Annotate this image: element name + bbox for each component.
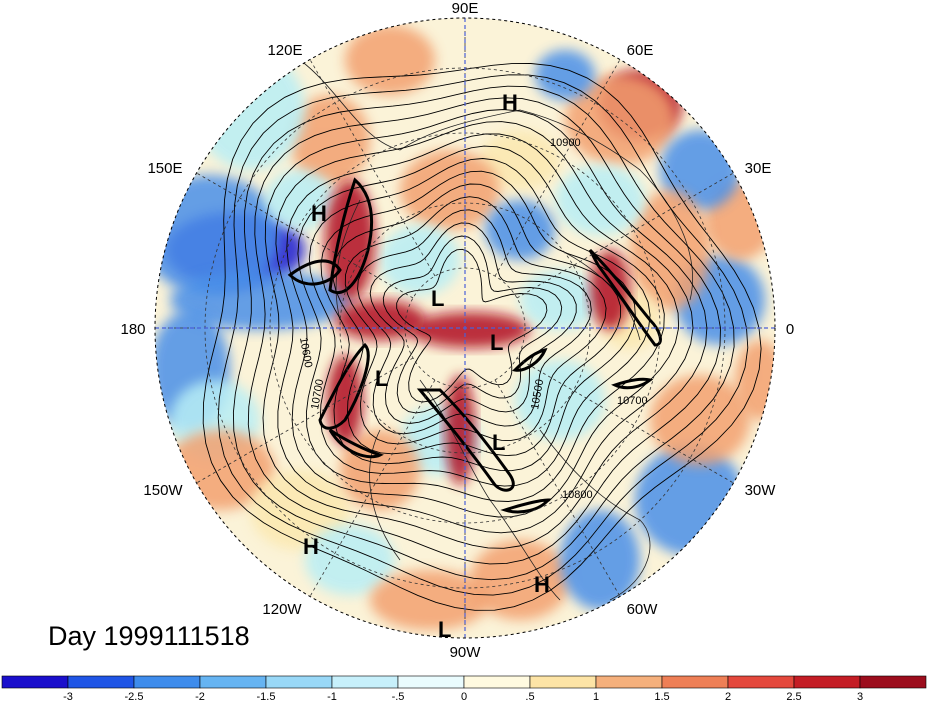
jet-contour-3 xyxy=(318,342,370,430)
colorbar-tick-label: 2 xyxy=(725,691,731,702)
contour-label-2: 10600 xyxy=(297,336,314,368)
anomaly-blob xyxy=(290,95,370,185)
anomaly-blob xyxy=(335,300,425,340)
colorbar-tick-label: 2.5 xyxy=(786,691,801,702)
longitude-labels: 90E 60E 30E 0 30W 60W 90W 120W 150W 180 … xyxy=(120,0,794,661)
colorbar-swatch xyxy=(859,675,927,689)
contour-label-4: 10500 xyxy=(529,378,546,410)
anomaly-blob xyxy=(535,50,595,100)
jet-contour-7 xyxy=(611,377,654,390)
colorbar-tick-label: -1.5 xyxy=(257,691,276,702)
colorbar-tick-label: -1 xyxy=(327,691,337,702)
map-title: Day 1999111518 xyxy=(48,621,250,651)
lon-label-150e: 150E xyxy=(147,160,182,177)
colorbar-tick-label: 1.5 xyxy=(654,691,669,702)
anomaly-blob xyxy=(265,170,335,230)
colorbar-swatch xyxy=(265,675,333,689)
lon-label-120e: 120E xyxy=(267,42,302,59)
lon-label-180: 180 xyxy=(120,321,145,338)
colorbar-swatch xyxy=(397,675,465,689)
colorbar-swatch xyxy=(661,675,729,689)
colorbar-swatch xyxy=(331,675,399,689)
low-hudson: L xyxy=(492,430,505,455)
jet-contour-5 xyxy=(588,248,662,347)
high-ne-asia: H xyxy=(502,90,518,115)
low-arctic: L xyxy=(490,330,503,355)
colorbar-tick-label: 1 xyxy=(593,691,599,702)
anomaly-blob xyxy=(735,340,775,420)
lon-label-120w: 120W xyxy=(262,601,302,618)
anomaly-blob xyxy=(345,25,435,95)
lon-label-90w: 90W xyxy=(450,644,482,661)
colorbar-tick-label: -2.5 xyxy=(125,691,144,702)
lon-label-60w: 60W xyxy=(627,601,659,618)
map-boundary xyxy=(154,17,776,639)
pressure-centers: H H H H L L L L L xyxy=(303,90,550,642)
high-w-pacific: H xyxy=(311,201,327,226)
anomaly-blob xyxy=(400,150,500,230)
colorbar-swatch xyxy=(133,675,201,689)
lon-label-30e: 30E xyxy=(745,160,772,177)
colorbar-swatch xyxy=(529,675,597,689)
lon-label-150w: 150W xyxy=(143,482,183,499)
colorbar: -3 -2.5 -2 -1.5 -1 -.5 0 .5 1 1.5 2 2.5 3 xyxy=(1,675,927,702)
anomaly-blob xyxy=(250,470,350,550)
contour-label-3: 10700 xyxy=(309,378,326,410)
anomaly-blob xyxy=(560,510,640,610)
colorbar-tick-label: 3 xyxy=(857,691,863,702)
jet-contour-4 xyxy=(416,388,515,492)
colorbar-swatch xyxy=(67,675,135,689)
lon-label-60e: 60E xyxy=(627,42,654,59)
colorbar-swatch xyxy=(793,675,861,689)
anomaly-blob xyxy=(565,75,675,165)
low-alaska: L xyxy=(375,366,388,391)
anomaly-blob xyxy=(515,360,605,440)
anomaly-blob xyxy=(170,270,350,330)
jet-contour-1 xyxy=(328,177,374,294)
anomaly-blob xyxy=(650,375,750,465)
low-siberia: L xyxy=(431,286,444,311)
jet-contour-8 xyxy=(500,498,552,514)
colorbar-swatch xyxy=(727,675,795,689)
colorbar-tick-label: -.5 xyxy=(392,691,405,702)
lon-label-30w: 30W xyxy=(745,482,777,499)
colorbar-swatch xyxy=(463,675,531,689)
high-s-atlantic: H xyxy=(534,572,550,597)
anomaly-blob xyxy=(470,540,570,620)
anomaly-blob xyxy=(380,225,460,295)
colorbar-tick-label: -3 xyxy=(63,691,73,702)
colorbar-swatch xyxy=(1,675,69,689)
colorbar-tick-label: 0 xyxy=(461,691,467,702)
lon-label-90e: 90E xyxy=(452,0,479,17)
anomaly-field xyxy=(155,18,775,638)
anomaly-blob xyxy=(340,430,420,510)
jet-contour-9 xyxy=(328,428,384,459)
lon-label-0: 0 xyxy=(786,321,794,338)
high-e-pacific: H xyxy=(303,534,319,559)
contour-label-1: 10900 xyxy=(550,137,581,149)
jet-contours xyxy=(287,177,662,514)
jet-contour-2 xyxy=(287,259,342,286)
anomaly-blob xyxy=(410,312,530,348)
colorbar-swatch xyxy=(199,675,267,689)
colorbar-tick-label: .5 xyxy=(525,691,534,702)
contour-labels: 10900 10600 10700 10500 10700 10800 xyxy=(297,137,648,501)
colorbar-tick-label: -2 xyxy=(195,691,205,702)
colorbar-swatch xyxy=(595,675,663,689)
anomaly-blob xyxy=(555,165,645,235)
reference-axes xyxy=(155,18,775,638)
low-tropical: L xyxy=(438,617,451,642)
contour-label-5: 10700 xyxy=(617,395,648,407)
contour-label-6: 10800 xyxy=(562,489,593,501)
